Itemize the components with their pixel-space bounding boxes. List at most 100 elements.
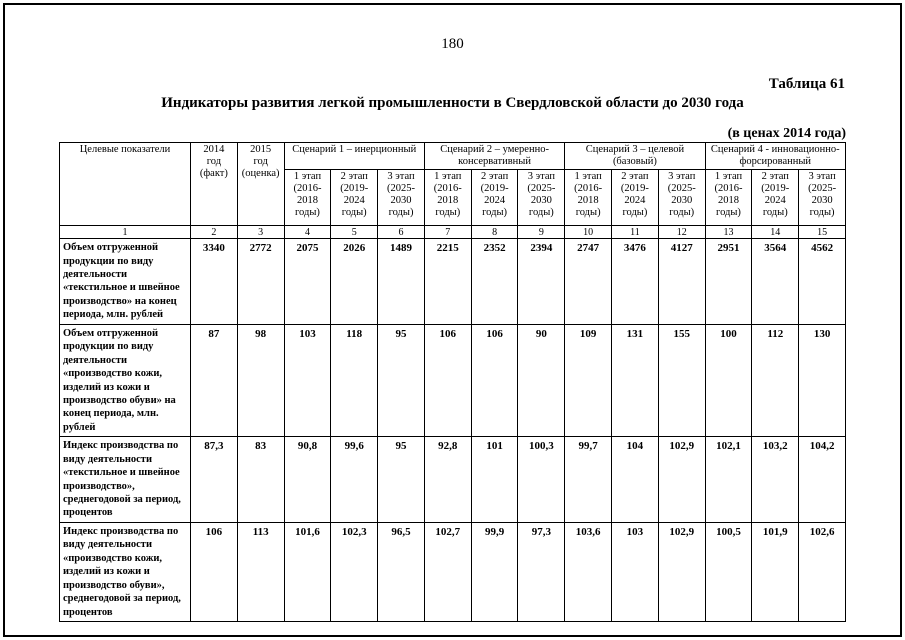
value-cell: 103 xyxy=(283,323,332,438)
stage-header-cell: 2 этап (2019-2024 годы) xyxy=(470,169,519,227)
scenario-1-header: Сценарий 1 – инерционный xyxy=(283,141,425,171)
value-cell: 90,8 xyxy=(283,436,332,523)
value-cell: 2215 xyxy=(423,238,472,325)
value-cell: 2772 xyxy=(236,238,285,325)
value-cell: 102,9 xyxy=(657,436,706,523)
year-2014-header: 2014 год (факт) xyxy=(190,141,238,227)
value-cell: 100 xyxy=(704,323,753,438)
value-cell: 103 xyxy=(611,521,659,622)
stage-header-cell: 1 этап (2016-2018 годы) xyxy=(564,169,613,227)
document-title: Индикаторы развития легкой промышленност… xyxy=(161,95,744,111)
column-number-cell: 5 xyxy=(330,225,379,240)
value-cell: 131 xyxy=(611,323,659,438)
value-cell: 2951 xyxy=(704,238,753,325)
scenario-3-header: Сценарий 3 – целевой (базовый) xyxy=(564,141,706,171)
value-cell: 101 xyxy=(470,436,519,523)
value-cell: 102,9 xyxy=(657,521,706,622)
table-row: Объем отгруженной продукции по виду деят… xyxy=(59,238,846,325)
value-cell: 130 xyxy=(798,323,846,438)
scenario-2-header: Сценарий 2 – умеренно-консервативный xyxy=(423,141,566,171)
indicator-cell: Индекс производства по виду деятельности… xyxy=(59,436,191,523)
value-cell: 87,3 xyxy=(190,436,238,523)
column-number-cell: 7 xyxy=(423,225,472,240)
value-cell: 99,6 xyxy=(330,436,379,523)
column-number-cell: 15 xyxy=(798,225,846,240)
value-cell: 98 xyxy=(236,323,285,438)
indicators-table: Целевые показатели 2014 год (факт) 2015 … xyxy=(59,141,847,622)
value-cell: 99,7 xyxy=(564,436,613,523)
stage-header-row: 1 этап (2016-2018 годы) 2 этап (2019-2024… xyxy=(60,169,846,227)
value-cell: 2075 xyxy=(283,238,332,325)
column-number-row: 1 2 3 4 5 6 7 8 9 10 11 12 13 14 15 xyxy=(59,225,846,240)
value-cell: 100,5 xyxy=(704,521,753,622)
table-row: Индекс производства по виду деятельности… xyxy=(59,436,846,523)
value-cell: 95 xyxy=(377,323,425,438)
value-cell: 3564 xyxy=(751,238,800,325)
value-cell: 155 xyxy=(657,323,706,438)
value-cell: 4127 xyxy=(657,238,706,325)
table-caption: Таблица 61 xyxy=(768,76,845,92)
value-cell: 90 xyxy=(517,323,566,438)
stage-header-cell: 1 этап (2016-2018 годы) xyxy=(283,169,332,227)
column-number-cell: 2 xyxy=(190,225,238,240)
table-row: Индекс производства по виду деятельности… xyxy=(59,521,846,622)
value-cell: 92,8 xyxy=(423,436,472,523)
value-cell: 102,6 xyxy=(798,521,846,622)
value-cell: 102,3 xyxy=(330,521,379,622)
column-number-cell: 14 xyxy=(751,225,800,240)
column-number-cell: 9 xyxy=(517,225,566,240)
value-cell: 102,1 xyxy=(704,436,753,523)
stage-header-cell: 1 этап (2016-2018 годы) xyxy=(423,169,472,227)
value-cell: 104 xyxy=(611,436,659,523)
value-cell: 95 xyxy=(377,436,425,523)
value-cell: 2026 xyxy=(330,238,379,325)
value-cell: 102,7 xyxy=(423,521,472,622)
value-cell: 3476 xyxy=(611,238,659,325)
indicator-cell: Индекс производства по виду деятельности… xyxy=(59,521,191,622)
value-cell: 112 xyxy=(751,323,800,438)
value-cell: 83 xyxy=(236,436,285,523)
scenario-header-row: Целевые показатели 2014 год (факт) 2015 … xyxy=(59,141,847,227)
column-number-cell: 12 xyxy=(657,225,706,240)
value-cell: 99,9 xyxy=(470,521,519,622)
value-cell: 4562 xyxy=(798,238,846,325)
year-2015-header: 2015 год (оценка) xyxy=(236,141,285,227)
indicator-column-header: Целевые показатели xyxy=(59,141,191,227)
indicator-cell: Объем отгруженной продукции по виду деят… xyxy=(59,238,191,325)
column-number-cell: 10 xyxy=(564,225,613,240)
stage-header-cell: 1 этап (2016-2018 годы) xyxy=(704,169,753,227)
column-number-cell: 1 xyxy=(59,225,191,240)
value-cell: 2747 xyxy=(564,238,613,325)
value-cell: 2352 xyxy=(470,238,519,325)
value-cell: 87 xyxy=(190,323,238,438)
value-cell: 106 xyxy=(190,521,238,622)
price-basis-note: (в ценах 2014 года) xyxy=(727,126,846,141)
value-cell: 101,9 xyxy=(751,521,800,622)
value-cell: 106 xyxy=(470,323,519,438)
value-cell: 113 xyxy=(236,521,285,622)
value-cell: 103,6 xyxy=(564,521,613,622)
indicator-cell: Объем отгруженной продукции по виду деят… xyxy=(59,323,191,438)
value-cell: 118 xyxy=(330,323,379,438)
value-cell: 2394 xyxy=(517,238,566,325)
value-cell: 106 xyxy=(423,323,472,438)
stage-header-cell: 2 этап (2019-2024 годы) xyxy=(611,169,659,227)
table-row: Объем отгруженной продукции по виду деят… xyxy=(59,323,846,438)
value-cell: 97,3 xyxy=(517,521,566,622)
value-cell: 101,6 xyxy=(283,521,332,622)
column-number-cell: 3 xyxy=(236,225,285,240)
value-cell: 100,3 xyxy=(517,436,566,523)
stage-header-cell: 3 этап (2025-2030 годы) xyxy=(517,169,566,227)
stage-header-cell: 3 этап (2025-2030 годы) xyxy=(657,169,706,227)
value-cell: 3340 xyxy=(190,238,238,325)
scenario-4-header: Сценарий 4 - инновационно-форсированный xyxy=(704,141,847,171)
table-body: Объем отгруженной продукции по виду деят… xyxy=(59,238,846,622)
stage-header-cell: 2 этап (2019-2024 годы) xyxy=(751,169,800,227)
column-number-cell: 11 xyxy=(611,225,659,240)
column-number-cell: 13 xyxy=(704,225,753,240)
value-cell: 109 xyxy=(564,323,613,438)
value-cell: 104,2 xyxy=(798,436,846,523)
column-number-cell: 4 xyxy=(283,225,332,240)
page-number: 180 xyxy=(441,36,464,52)
column-number-cell: 6 xyxy=(377,225,425,240)
